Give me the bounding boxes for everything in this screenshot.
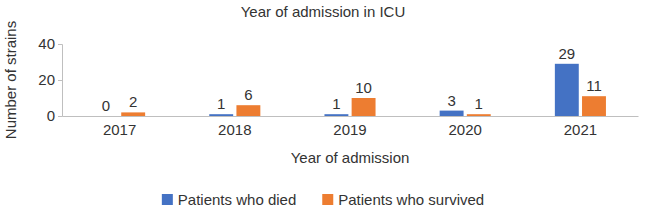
legend-item: Patients who died: [162, 191, 296, 208]
legend: Patients who died Patients who survived: [162, 191, 484, 208]
data-label: 1: [332, 95, 340, 112]
y-tick: 40: [38, 35, 62, 52]
y-axis: 0 20 40: [38, 35, 62, 124]
legend-item: Patients who survived: [322, 191, 484, 208]
y-tick-mark: [58, 116, 62, 117]
y-tick-label: 0: [47, 107, 55, 124]
bar: [467, 114, 491, 116]
bar: [121, 112, 145, 116]
bars: [121, 64, 606, 116]
x-tick-label: 2017: [103, 121, 136, 138]
data-label: 11: [586, 77, 602, 94]
x-tick: 2021: [564, 116, 597, 138]
legend-label: Patients who died: [178, 191, 296, 208]
y-tick-mark: [58, 44, 62, 45]
bar: [582, 96, 606, 116]
x-tick: 2018: [218, 116, 251, 138]
bar: [236, 105, 260, 116]
bar: [352, 98, 376, 116]
data-label: 0: [102, 97, 110, 114]
y-axis-line: [58, 45, 63, 117]
x-tick-label: 2018: [218, 121, 251, 138]
x-axis: 2017 2018 2019 2020 2021: [63, 116, 639, 138]
x-tick: 2019: [333, 116, 366, 138]
data-labels: 0113292610111: [102, 45, 602, 114]
x-tick-label: 2019: [333, 121, 366, 138]
data-label: 1: [475, 95, 483, 112]
y-tick: 0: [47, 107, 62, 124]
bar: [440, 111, 464, 116]
y-tick-label: 40: [38, 35, 55, 52]
legend-swatch: [162, 194, 173, 205]
plot-area: 02040201720182019202020210113292610111: [38, 35, 638, 137]
bar: [209, 114, 233, 116]
y-axis-title: Number of strains: [2, 21, 19, 139]
data-label: 2: [129, 93, 137, 110]
data-label: 10: [355, 79, 372, 96]
bar: [94, 116, 118, 117]
x-tick: 2017: [103, 116, 136, 138]
x-tick-label: 2021: [564, 121, 597, 138]
x-axis-line: [63, 116, 639, 117]
data-label: 6: [244, 86, 252, 103]
legend-label: Patients who survived: [338, 191, 484, 208]
legend-swatch: [322, 194, 333, 205]
bar: [555, 64, 579, 116]
x-tick: 2020: [449, 116, 482, 138]
chart: 02040201720182019202020210113292610111Ye…: [0, 0, 646, 215]
title: Year of admission in ICU: [241, 3, 406, 20]
y-tick-label: 20: [38, 71, 55, 88]
data-label: 3: [447, 92, 455, 109]
x-tick-label: 2020: [449, 121, 482, 138]
data-label: 29: [558, 45, 575, 62]
x-axis-title: Year of admission: [291, 149, 410, 166]
bar: [324, 114, 348, 116]
y-tick: 20: [38, 71, 62, 88]
y-tick-mark: [58, 80, 62, 81]
data-label: 1: [217, 95, 225, 112]
